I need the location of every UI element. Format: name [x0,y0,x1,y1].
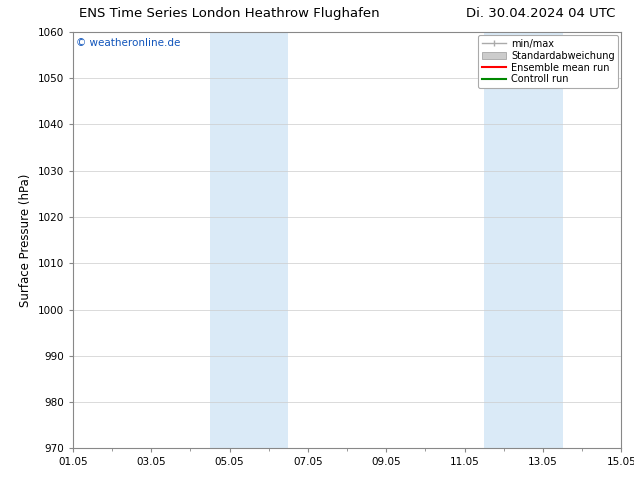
Text: Di. 30.04.2024 04 UTC: Di. 30.04.2024 04 UTC [465,6,615,20]
Y-axis label: Surface Pressure (hPa): Surface Pressure (hPa) [19,173,32,307]
Text: © weatheronline.de: © weatheronline.de [75,38,180,48]
Bar [210,32,288,448]
Text: ENS Time Series London Heathrow Flughafen: ENS Time Series London Heathrow Flughafe… [79,6,380,20]
Legend: min/max, Standardabweichung, Ensemble mean run, Controll run: min/max, Standardabweichung, Ensemble me… [478,35,618,88]
Bar [484,32,562,448]
